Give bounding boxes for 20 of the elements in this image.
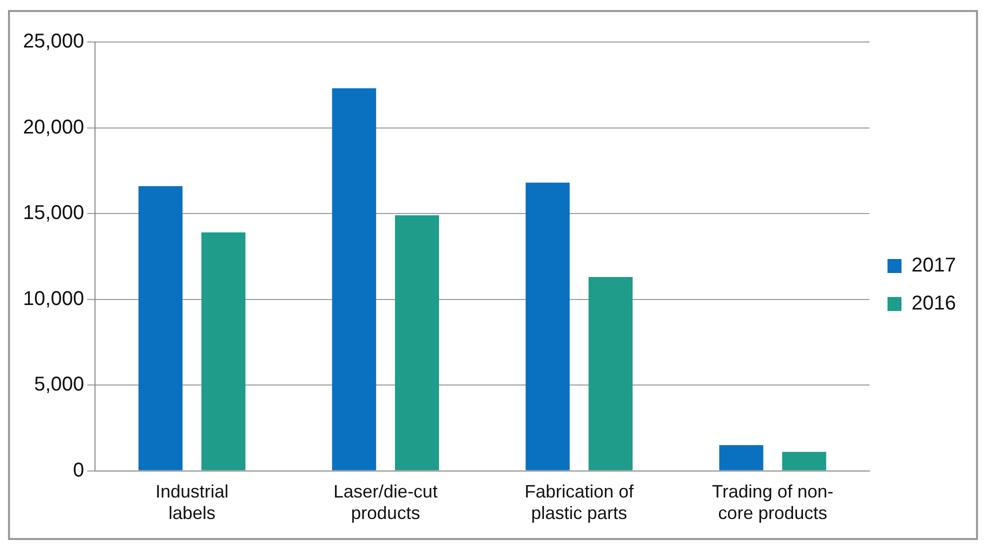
x-tick-label: Laser/die-cut products [334,482,438,524]
bar [526,182,570,470]
y-tick-label: 10,000 [23,288,84,310]
y-tick-label: 5,000 [34,374,84,396]
x-tick-label: Fabrication of plastic parts [524,482,635,524]
y-tick-label: 25,000 [23,30,84,53]
bar [394,215,440,470]
bar [782,452,826,470]
bar [719,445,764,470]
bar [201,232,246,470]
y-tick-label: 15,000 [23,202,84,224]
legend-label: 2016 [912,292,956,315]
y-tick-label: 20,000 [23,116,84,138]
bar [332,88,376,470]
bar [138,186,183,470]
y-tick-label: 0 [73,459,84,482]
bar [588,276,633,470]
legend-label: 2017 [912,254,956,277]
x-tick-label: Trading of non-core products [712,482,834,524]
x-tick-label: Industrial labels [155,482,228,524]
